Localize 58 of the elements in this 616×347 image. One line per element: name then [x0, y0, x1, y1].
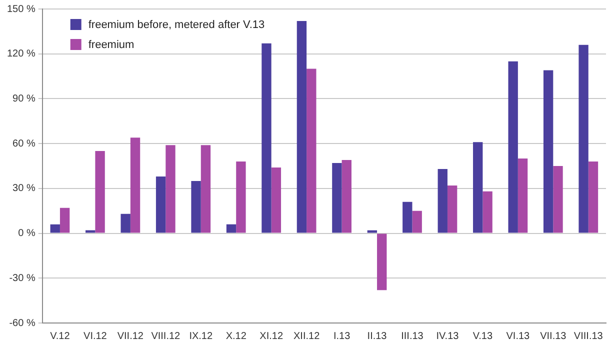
bar — [377, 234, 387, 290]
bar — [306, 68, 316, 233]
bar — [578, 44, 588, 233]
bar — [191, 180, 201, 233]
bar — [95, 151, 105, 233]
bar — [130, 138, 140, 233]
x-tick-label: VI.13 — [506, 330, 530, 342]
y-tick-label: -60 % — [9, 318, 36, 329]
bar — [438, 168, 448, 233]
bar — [482, 191, 492, 233]
bar — [332, 163, 342, 233]
bar — [367, 230, 378, 233]
x-tick-label: VIII.12 — [151, 330, 181, 342]
bar — [412, 210, 422, 233]
bar — [543, 70, 554, 233]
bar — [296, 20, 307, 233]
x-tick-label: IV.13 — [436, 330, 460, 342]
y-tick-label: 0 % — [18, 228, 36, 240]
x-tick-label: IX.12 — [189, 330, 213, 342]
x-tick-label: VII.13 — [540, 330, 567, 342]
bar — [588, 162, 598, 233]
bar — [402, 202, 412, 233]
bar — [473, 142, 483, 233]
bar — [120, 214, 130, 233]
x-tick-label: II.13 — [367, 330, 388, 342]
x-tick-label: III.13 — [401, 330, 424, 342]
x-tick-label: XI.12 — [260, 330, 284, 342]
bar — [226, 224, 236, 233]
bar — [200, 145, 211, 233]
bar — [50, 224, 60, 233]
bar — [262, 43, 272, 233]
bar — [60, 208, 70, 233]
bar — [553, 166, 563, 233]
bar — [518, 158, 528, 233]
y-tick-label: 30 % — [12, 183, 36, 194]
x-tick-label: VII.12 — [117, 330, 144, 342]
bar — [342, 160, 352, 233]
bar — [271, 167, 282, 233]
y-tick-label: 150 % — [6, 4, 36, 15]
x-tick-label: I.13 — [333, 330, 351, 342]
bar — [86, 230, 96, 233]
bar — [236, 162, 246, 233]
legend-label: freemium — [88, 39, 134, 52]
x-tick-label: VI.12 — [84, 330, 108, 342]
x-tick-label: VIII.13 — [574, 330, 604, 342]
x-tick-label: V.13 — [472, 330, 493, 342]
y-tick-label: 90 % — [12, 93, 36, 104]
bar — [508, 61, 518, 233]
bar — [156, 176, 166, 233]
legend-label: freemium before, metered after V.13 — [88, 19, 265, 32]
bar — [447, 185, 458, 233]
bar — [166, 145, 176, 233]
x-tick-label: V.12 — [50, 330, 70, 342]
x-tick-label: XII.12 — [293, 330, 320, 342]
y-tick-label: -30 % — [9, 272, 36, 284]
y-tick-label: 120 % — [6, 48, 36, 60]
y-tick-label: 60 % — [12, 138, 36, 150]
x-tick-label: X.12 — [226, 330, 247, 342]
